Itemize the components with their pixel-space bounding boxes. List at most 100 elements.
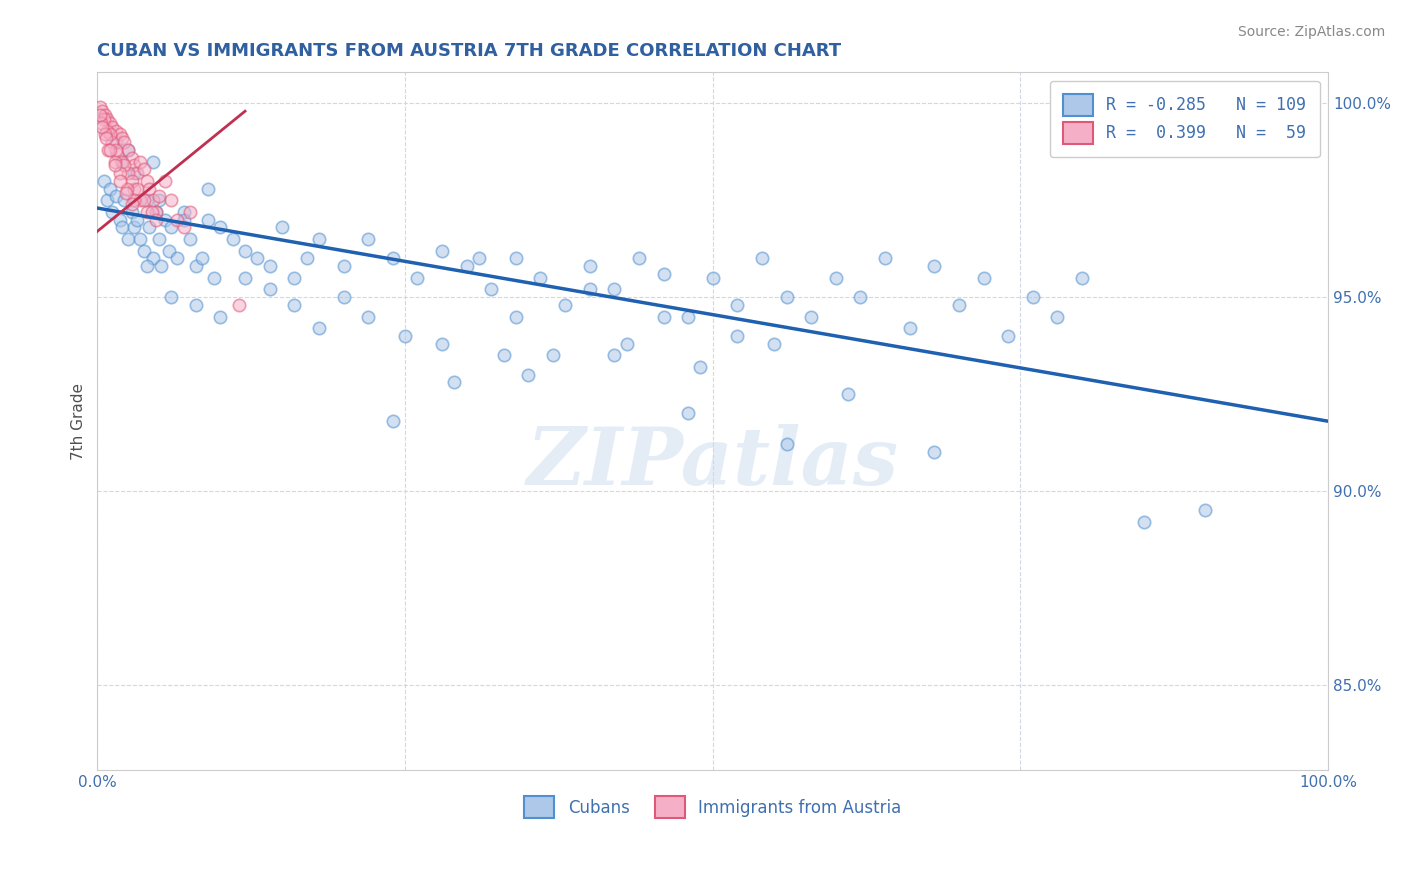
- Point: [973, 270, 995, 285]
- Point: [554, 298, 576, 312]
- Point: [98, 182, 121, 196]
- Point: [725, 329, 748, 343]
- Point: [91, 104, 114, 119]
- Point: [150, 259, 173, 273]
- Point: [702, 270, 724, 285]
- Point: [142, 252, 165, 266]
- Point: [775, 437, 797, 451]
- Point: [689, 359, 711, 374]
- Point: [259, 259, 281, 273]
- Point: [652, 310, 675, 324]
- Point: [125, 212, 148, 227]
- Point: [97, 143, 120, 157]
- Point: [124, 166, 146, 180]
- Point: [173, 212, 195, 227]
- Point: [121, 174, 143, 188]
- Point: [837, 387, 859, 401]
- Point: [505, 252, 527, 266]
- Point: [98, 116, 121, 130]
- Point: [1046, 310, 1069, 324]
- Point: [114, 186, 136, 200]
- Point: [222, 232, 245, 246]
- Point: [1022, 290, 1045, 304]
- Point: [191, 252, 214, 266]
- Point: [209, 310, 232, 324]
- Point: [112, 158, 135, 172]
- Legend: Cubans, Immigrants from Austria: Cubans, Immigrants from Austria: [517, 789, 908, 824]
- Point: [233, 270, 256, 285]
- Text: Source: ZipAtlas.com: Source: ZipAtlas.com: [1237, 25, 1385, 39]
- Point: [578, 282, 600, 296]
- Point: [430, 336, 453, 351]
- Point: [763, 336, 786, 351]
- Point: [775, 290, 797, 304]
- Point: [101, 120, 124, 134]
- Point: [153, 174, 176, 188]
- Point: [121, 205, 143, 219]
- Point: [124, 182, 146, 196]
- Point: [603, 348, 626, 362]
- Point: [145, 205, 167, 219]
- Point: [101, 205, 124, 219]
- Point: [104, 135, 127, 149]
- Point: [541, 348, 564, 362]
- Point: [138, 182, 160, 196]
- Point: [725, 298, 748, 312]
- Point: [948, 298, 970, 312]
- Point: [115, 182, 138, 196]
- Point: [93, 174, 115, 188]
- Point: [160, 220, 183, 235]
- Point: [112, 135, 135, 149]
- Point: [96, 194, 118, 208]
- Point: [173, 205, 195, 219]
- Point: [800, 310, 823, 324]
- Point: [166, 252, 188, 266]
- Point: [142, 154, 165, 169]
- Point: [134, 244, 156, 258]
- Point: [111, 154, 134, 169]
- Point: [295, 252, 318, 266]
- Point: [492, 348, 515, 362]
- Point: [479, 282, 502, 296]
- Point: [394, 329, 416, 343]
- Point: [142, 194, 165, 208]
- Point: [505, 310, 527, 324]
- Point: [89, 108, 111, 122]
- Point: [129, 232, 152, 246]
- Point: [529, 270, 551, 285]
- Y-axis label: 7th Grade: 7th Grade: [72, 383, 86, 459]
- Point: [676, 407, 699, 421]
- Point: [124, 158, 146, 172]
- Point: [616, 336, 638, 351]
- Point: [160, 194, 183, 208]
- Point: [173, 220, 195, 235]
- Point: [443, 376, 465, 390]
- Point: [246, 252, 269, 266]
- Point: [228, 298, 250, 312]
- Point: [104, 189, 127, 203]
- Point: [117, 232, 139, 246]
- Point: [134, 162, 156, 177]
- Point: [98, 128, 121, 142]
- Point: [824, 270, 846, 285]
- Point: [111, 220, 134, 235]
- Point: [179, 205, 201, 219]
- Point: [108, 174, 131, 188]
- Point: [357, 232, 380, 246]
- Point: [101, 135, 124, 149]
- Point: [148, 232, 170, 246]
- Point: [1071, 270, 1094, 285]
- Point: [108, 166, 131, 180]
- Point: [922, 445, 945, 459]
- Point: [676, 310, 699, 324]
- Point: [148, 194, 170, 208]
- Point: [179, 232, 201, 246]
- Point: [103, 154, 125, 169]
- Point: [184, 298, 207, 312]
- Point: [873, 252, 896, 266]
- Point: [283, 298, 305, 312]
- Point: [96, 112, 118, 126]
- Point: [93, 112, 115, 126]
- Point: [308, 321, 330, 335]
- Point: [104, 143, 127, 157]
